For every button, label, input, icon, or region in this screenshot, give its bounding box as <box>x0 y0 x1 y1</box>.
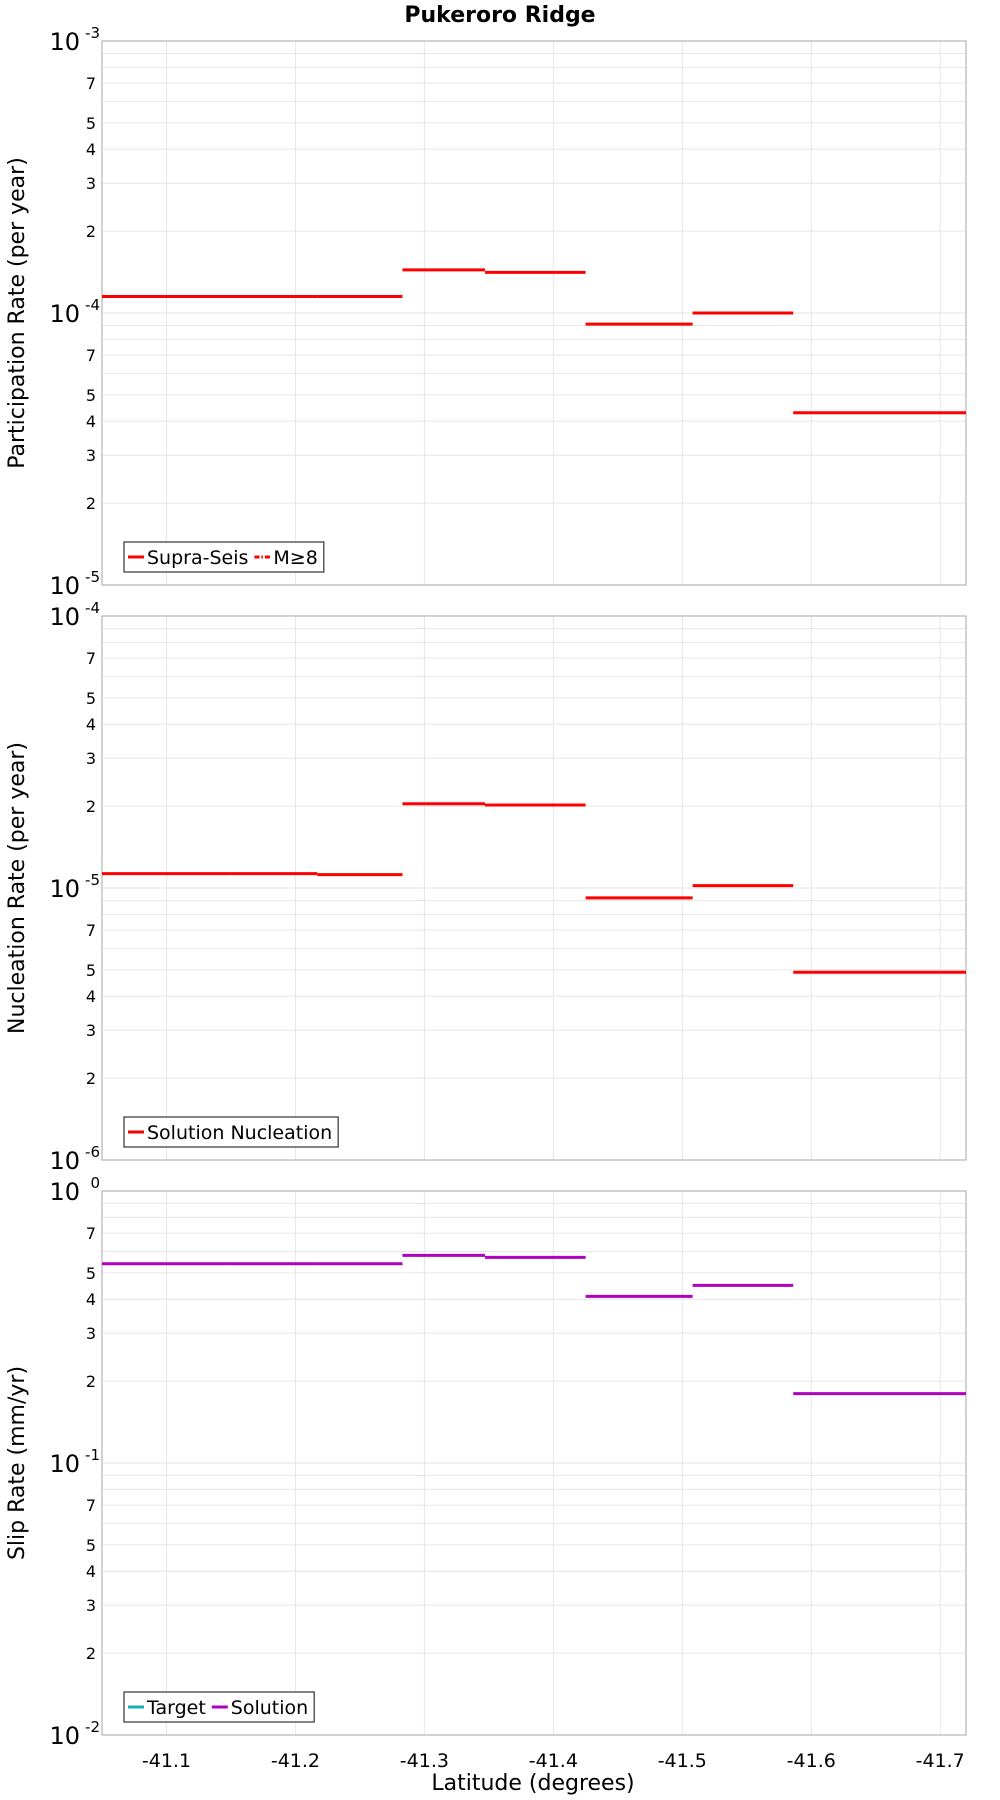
series-supra-seis <box>102 268 966 415</box>
y-minor-tick-label: 4 <box>86 140 96 159</box>
y-minor-tick-label: 5 <box>86 114 96 133</box>
legend-label: M≥8 <box>273 547 317 569</box>
y-major-tick-label: 10 -2 <box>49 1718 100 1750</box>
chart-title: Pukeroro Ridge <box>404 3 595 28</box>
y-major-tick-label: 10 -1 <box>49 1446 100 1478</box>
y-minor-tick-label: 7 <box>86 1496 96 1515</box>
plot-frame <box>101 40 967 586</box>
y-minor-tick-label: 4 <box>86 715 96 734</box>
legend-participation: Supra-Seis M≥8 <box>123 541 325 573</box>
x-tick-label: -41.3 <box>400 1750 449 1772</box>
y-minor-tick-label: 7 <box>86 649 96 668</box>
y-minor-tick-label: 7 <box>86 921 96 940</box>
y-minor-tick-label: 3 <box>86 1021 96 1040</box>
y-minor-tick-label: 7 <box>86 1224 96 1243</box>
legend-slip-rate: Target Solution <box>123 1691 315 1723</box>
x-tick-label: -41.6 <box>787 1750 836 1772</box>
series-solution-nucleation <box>102 802 966 974</box>
x-tick-label: -41.4 <box>529 1750 578 1772</box>
y-minor-tick-label: 2 <box>86 1069 96 1088</box>
y-minor-tick-label: 3 <box>86 1596 96 1615</box>
series-solution <box>102 1253 966 1396</box>
panel-nucleation: 2 3 4 5 7 2 3 4 5 7 10-6 10-5 10 -4 Nucleation Rate (p… <box>5 599 967 1175</box>
y-minor-tick-label: 3 <box>86 174 96 193</box>
panel-participation: 2 3 4 5 7 2 3 4 5 7 10-5 10-4 10 -3 Participation Rate… <box>5 24 967 600</box>
legend-box <box>123 1116 339 1148</box>
legend-label: Supra-Seis <box>147 547 248 569</box>
x-tick-label: -41.2 <box>271 1750 320 1772</box>
x-tick-label: -41.7 <box>916 1750 965 1772</box>
x-tick-label: -41.5 <box>658 1750 707 1772</box>
y-minor-tick-label: 2 <box>86 494 96 513</box>
y-minor-tick-label: 3 <box>86 749 96 768</box>
x-axis-label: Latitude (degrees) <box>431 1771 634 1796</box>
y-minor-tick-label: 4 <box>86 1290 96 1309</box>
y-minor-tick-label: 4 <box>86 1562 96 1581</box>
x-tick-label: -41.1 <box>142 1750 191 1772</box>
y-major-tick-label: 10 -5 <box>49 568 100 600</box>
y-major-tick-label: 10 0 <box>49 1174 100 1206</box>
y-major-tick-label: 10 -4 <box>49 599 100 631</box>
legend-nucleation: Solution Nucleation <box>123 1116 339 1148</box>
y-minor-tick-label: 4 <box>86 987 96 1006</box>
y-minor-tick-label: 2 <box>86 222 96 241</box>
y-major-tick-label: 10 -3 <box>49 24 100 56</box>
legend-label: Solution <box>231 1697 308 1719</box>
y-minor-tick-label: 2 <box>86 1644 96 1663</box>
y-minor-tick-label: 7 <box>86 346 96 365</box>
y-minor-tick-label: 3 <box>86 446 96 465</box>
y-minor-tick-label: 3 <box>86 1324 96 1343</box>
y-minor-tick-label: 2 <box>86 1372 96 1391</box>
y-minor-tick-label: 5 <box>86 386 96 405</box>
y-minor-tick-label: 5 <box>86 961 96 980</box>
y-major-tick-label: 10 -4 <box>49 296 100 328</box>
y-minor-tick-label: 5 <box>86 689 96 708</box>
y-minor-tick-label: 5 <box>86 1536 96 1555</box>
panel-slip-rate: 2 3 4 5 7 2 3 4 5 7 10-2 10-1 10 0 Slip Rate (mm/yr) Ta… <box>5 1174 967 1750</box>
y-minor-tick-label: 2 <box>86 797 96 816</box>
y-axis-label-slip-rate: Slip Rate (mm/yr) <box>5 1366 30 1560</box>
plot-frame <box>101 615 967 1161</box>
plot-frame <box>101 1190 967 1736</box>
y-axis-label-nucleation: Nucleation Rate (per year) <box>5 742 30 1034</box>
y-minor-tick-label: 5 <box>86 1264 96 1283</box>
legend-label: Target <box>146 1697 206 1719</box>
y-minor-tick-label: 4 <box>86 412 96 431</box>
legend-label: Solution Nucleation <box>147 1122 332 1144</box>
y-major-tick-label: 10 -6 <box>49 1143 100 1175</box>
y-major-tick-label: 10 -5 <box>49 871 100 903</box>
y-axis-label-participation: Participation Rate (per year) <box>5 157 30 469</box>
y-minor-tick-label: 7 <box>86 74 96 93</box>
legend-box <box>123 541 325 573</box>
